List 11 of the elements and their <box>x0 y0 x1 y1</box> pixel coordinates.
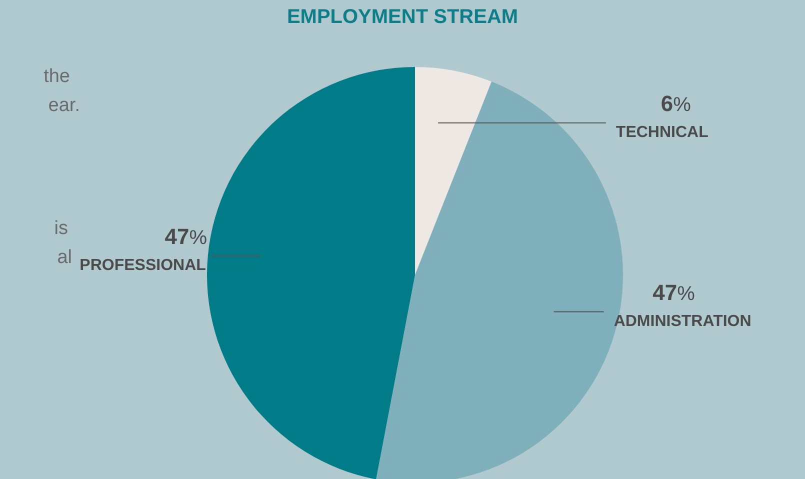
slice-label: ADMINISTRATION <box>614 312 752 330</box>
text: the <box>44 66 70 88</box>
text: is <box>54 218 68 240</box>
data-label: 47% <box>164 224 208 249</box>
data-label: 47% <box>652 280 696 305</box>
slice-label: TECHNICAL <box>616 124 709 141</box>
text: al <box>57 247 72 269</box>
chart-title: EMPLOYMENT STREAM <box>286 6 520 29</box>
slice-label: PROFESSIONAL <box>80 256 206 274</box>
data-label: 6% <box>660 90 692 116</box>
text: ear. <box>48 95 80 117</box>
